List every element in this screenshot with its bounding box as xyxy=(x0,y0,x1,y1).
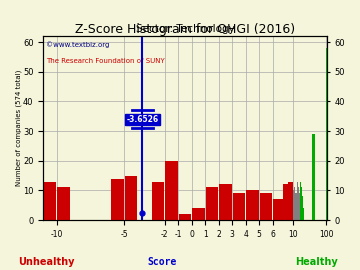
Bar xyxy=(288,181,293,220)
Bar xyxy=(192,208,205,220)
Bar xyxy=(246,190,259,220)
Text: Score: Score xyxy=(147,257,177,267)
Bar xyxy=(206,187,219,220)
Text: -3.6526: -3.6526 xyxy=(126,115,158,124)
Bar xyxy=(312,134,315,220)
Bar xyxy=(57,187,70,220)
Bar xyxy=(165,161,178,220)
Text: Unhealthy: Unhealthy xyxy=(19,257,75,267)
Bar xyxy=(44,181,57,220)
Bar xyxy=(330,72,334,220)
Bar xyxy=(273,199,278,220)
Y-axis label: Number of companies (574 total): Number of companies (574 total) xyxy=(15,70,22,186)
Bar xyxy=(125,176,138,220)
Bar xyxy=(111,178,124,220)
Bar xyxy=(233,193,246,220)
Bar xyxy=(327,48,330,220)
Bar xyxy=(283,184,288,220)
Bar xyxy=(278,199,283,220)
Text: Sector: Technology: Sector: Technology xyxy=(136,24,234,34)
Text: Healthy: Healthy xyxy=(296,257,338,267)
Bar xyxy=(179,214,192,220)
Bar xyxy=(260,193,273,220)
Text: The Research Foundation of SUNY: The Research Foundation of SUNY xyxy=(46,58,165,64)
Text: ©www.textbiz.org: ©www.textbiz.org xyxy=(46,42,109,48)
Bar xyxy=(219,184,232,220)
Title: Z-Score Histogram for OHGI (2016): Z-Score Histogram for OHGI (2016) xyxy=(75,23,295,36)
Bar xyxy=(152,181,165,220)
